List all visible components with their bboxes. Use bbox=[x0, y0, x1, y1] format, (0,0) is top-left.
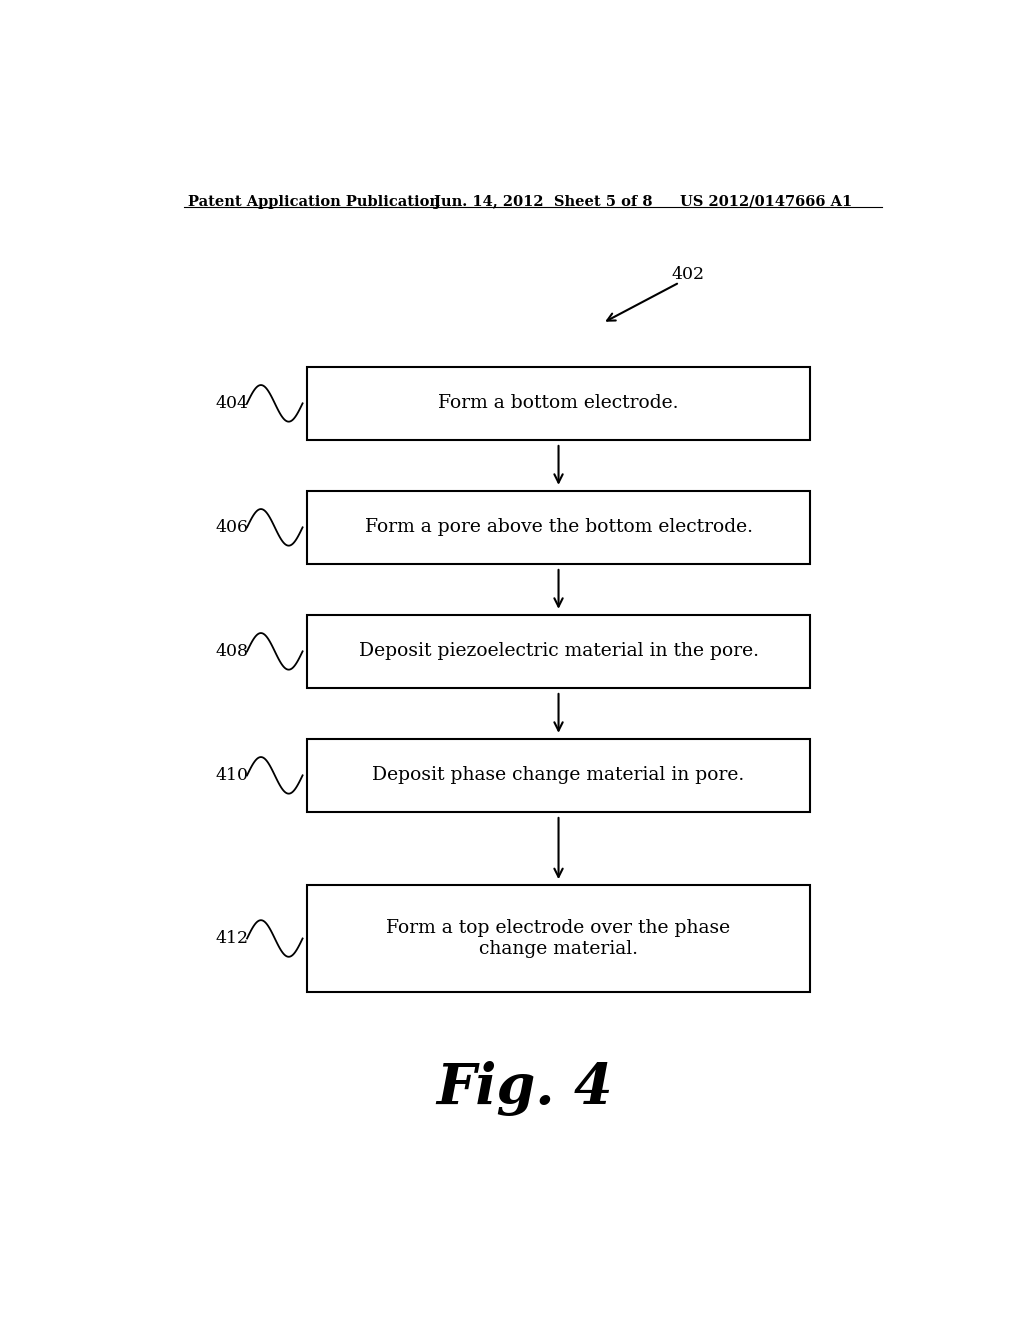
Bar bbox=[306, 615, 811, 688]
Text: US 2012/0147666 A1: US 2012/0147666 A1 bbox=[680, 195, 852, 209]
Bar bbox=[306, 367, 811, 440]
Text: Fig. 4: Fig. 4 bbox=[436, 1061, 613, 1115]
Bar bbox=[306, 491, 811, 564]
Text: Form a top electrode over the phase
change material.: Form a top electrode over the phase chan… bbox=[386, 919, 730, 958]
Text: 406: 406 bbox=[215, 519, 248, 536]
Text: Deposit phase change material in pore.: Deposit phase change material in pore. bbox=[373, 767, 744, 784]
Text: Jun. 14, 2012  Sheet 5 of 8: Jun. 14, 2012 Sheet 5 of 8 bbox=[433, 195, 652, 209]
Text: 402: 402 bbox=[672, 265, 705, 282]
Text: Deposit piezoelectric material in the pore.: Deposit piezoelectric material in the po… bbox=[358, 643, 759, 660]
Text: 410: 410 bbox=[215, 767, 248, 784]
Text: Form a pore above the bottom electrode.: Form a pore above the bottom electrode. bbox=[365, 519, 753, 536]
Text: Patent Application Publication: Patent Application Publication bbox=[187, 195, 439, 209]
Text: 404: 404 bbox=[215, 395, 248, 412]
Text: Form a bottom electrode.: Form a bottom electrode. bbox=[438, 395, 679, 412]
Text: 408: 408 bbox=[215, 643, 248, 660]
Bar bbox=[306, 886, 811, 991]
Text: 412: 412 bbox=[215, 931, 249, 946]
Bar bbox=[306, 739, 811, 812]
